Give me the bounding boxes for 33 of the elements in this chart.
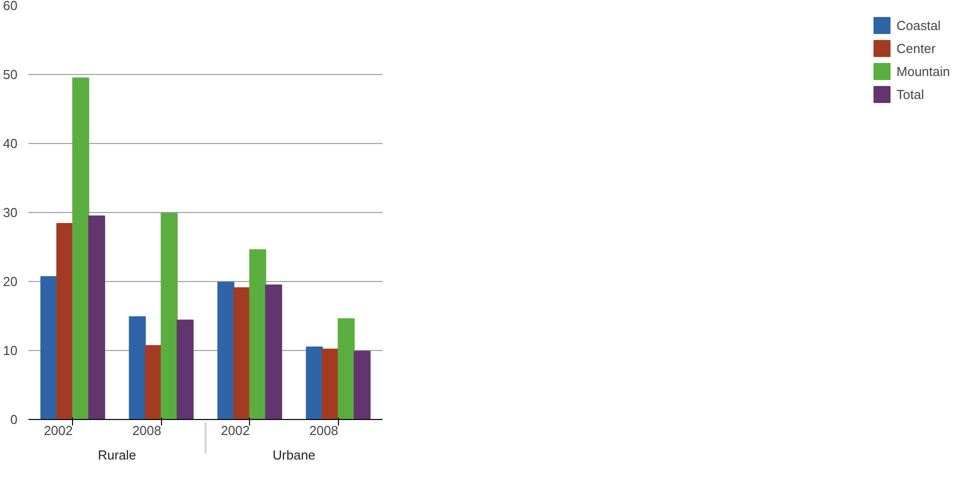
legend-label: Total — [896, 86, 924, 102]
text: Urbane — [272, 448, 316, 462]
y-tick-label: 50 — [3, 67, 18, 82]
legend-label: Coastal — [896, 18, 941, 32]
y-tick-label: 30 — [3, 205, 18, 220]
bar — [160, 212, 178, 420]
y-tick-label: 20 — [3, 274, 18, 289]
bar — [56, 223, 74, 420]
bar — [217, 282, 234, 420]
y-tick-label: 0 — [10, 412, 18, 427]
x-tick-label: 2002 — [220, 423, 250, 438]
x-tick-label: 2008 — [309, 423, 338, 438]
bar — [176, 320, 194, 420]
bar — [40, 276, 58, 420]
legend-label: Center — [896, 40, 936, 56]
bar — [338, 318, 355, 420]
bar — [265, 284, 282, 420]
legend-label: Mountain — [896, 64, 950, 78]
bar — [322, 348, 339, 420]
bar — [249, 249, 266, 420]
bar — [354, 350, 371, 420]
y-tick-label: 40 — [3, 136, 18, 151]
x-tick-label: 2008 — [132, 423, 162, 438]
x-tick-label: 2002 — [44, 423, 73, 438]
y-tick-label: 10 — [3, 343, 18, 358]
text: Rurale — [98, 448, 136, 462]
bar — [144, 345, 162, 420]
bar — [128, 316, 146, 420]
bar — [233, 287, 250, 420]
y-tick-label: 60 — [3, 0, 18, 13]
bar — [306, 346, 323, 420]
bar — [72, 77, 90, 420]
bar — [88, 215, 106, 420]
